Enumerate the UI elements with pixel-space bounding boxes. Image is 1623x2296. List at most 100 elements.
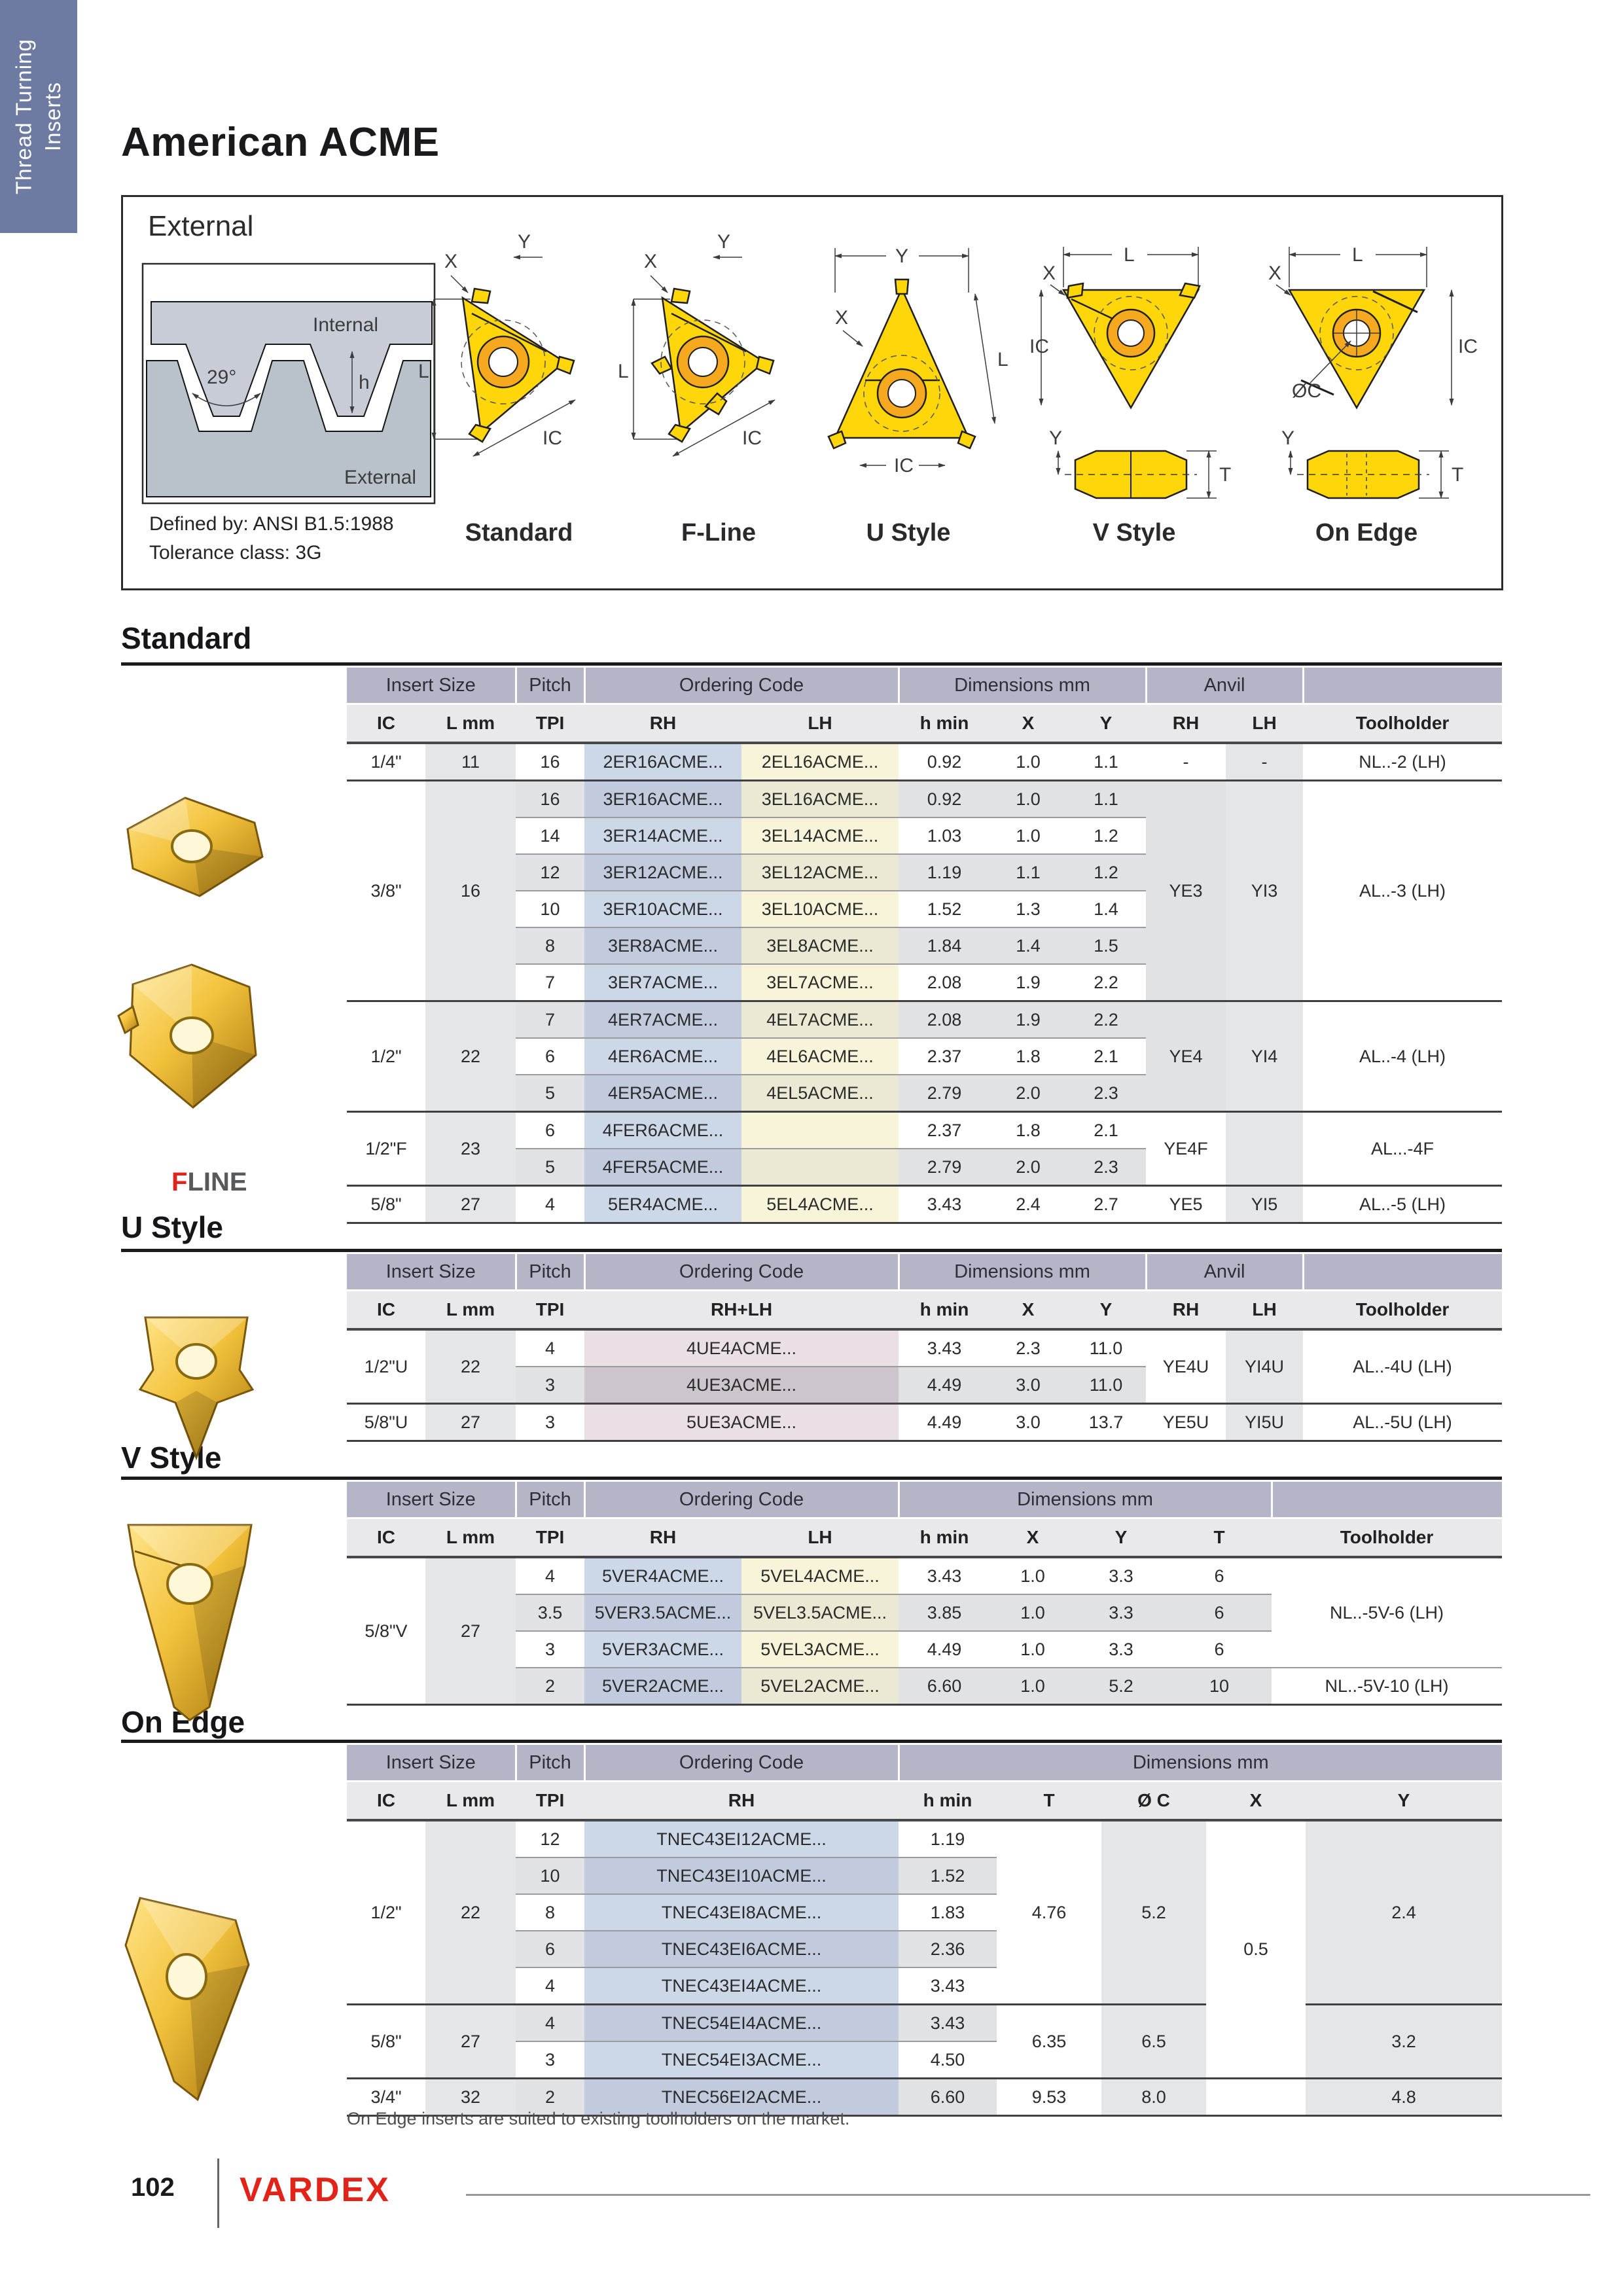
u-style-table: Insert Size Pitch Ordering Code Dimensions …: [347, 1254, 1503, 1442]
column-header: T: [997, 1781, 1101, 1821]
svg-text:Y: Y: [1281, 427, 1294, 449]
table-row: 5/8"V 27 4 5VER4ACME... 5VEL4ACME... 3.43 1.0 3…: [347, 1557, 1502, 1706]
standard-grid: Insert Size Pitch Ordering Code Dimensions …: [347, 668, 1503, 1224]
svg-text:X: X: [1268, 262, 1281, 284]
table-row: 3.5 5VER3.5ACME... 5VEL3.5ACME... 3.85 1.0 3.…: [347, 1594, 1502, 1632]
photo-u-style-insert: [138, 1316, 255, 1461]
table-cell: 5.2: [1075, 1668, 1167, 1706]
svg-text:T: T: [1219, 464, 1231, 486]
group-header: [1302, 1254, 1503, 1291]
group-header: Pitch: [514, 1254, 584, 1291]
table-cell: 2.0: [990, 1149, 1066, 1187]
table-cell: 3.43: [899, 1967, 997, 2005]
table-cell: 2.1: [1066, 1038, 1147, 1075]
table-row: 3 TNEC54EI3ACME... 4.50: [347, 2041, 1502, 2079]
table-cell: 10: [516, 1857, 584, 1895]
column-header: TPI: [516, 1290, 584, 1331]
table-cell: 3.0: [990, 1403, 1066, 1442]
table-cell: [1206, 2078, 1306, 2117]
table-cell: 1.0: [990, 743, 1066, 781]
table-cell: 2.3: [1066, 1149, 1147, 1187]
v-style-table: Insert Size Pitch Ordering Code Dimensions …: [347, 1482, 1502, 1706]
svg-text:X: X: [644, 251, 657, 272]
table-row: 6 TNEC43EI6ACME... 2.36: [347, 1931, 1502, 1968]
column-header: Y: [1075, 1518, 1167, 1558]
table-cell: 1.5: [1066, 927, 1147, 965]
table-cell: 1.0: [990, 1557, 1075, 1595]
column-header: Ø C: [1101, 1781, 1206, 1821]
table-cell: 6: [1167, 1594, 1272, 1632]
table-cell: [741, 1111, 899, 1149]
table-cell: YI4: [1226, 1001, 1304, 1113]
group-header: Dimensions mm: [897, 668, 1147, 705]
section-heading-u-style: U Style: [121, 1210, 223, 1244]
table-cell: 1.1: [1066, 780, 1147, 818]
section-rule: [121, 1477, 1502, 1480]
diagram-on-edge: L X IC ØC Y: [1255, 223, 1478, 521]
column-header: LH: [741, 704, 899, 744]
footer-divider: [217, 2159, 219, 2228]
table-cell: 1/2"F: [347, 1111, 425, 1187]
table-row: 8 3ER8ACME... 3EL8ACME... 1.84 1.4 1.5: [347, 927, 1502, 965]
column-header: TPI: [516, 1518, 584, 1558]
table-cell: YE4F: [1146, 1111, 1226, 1187]
group-header: Ordering Code: [583, 1254, 899, 1291]
photo-standard-insert: [126, 797, 264, 897]
table-cell: 7: [516, 1001, 584, 1039]
svg-text:L: L: [618, 361, 629, 382]
column-header: RH: [1146, 704, 1226, 744]
table-cell: 6: [516, 1931, 584, 1968]
table-cell: 4EL6ACME...: [741, 1038, 899, 1075]
table-row: 7 3ER7ACME... 3EL7ACME... 2.08 1.9 2.2: [347, 964, 1502, 1002]
section-rule: [121, 1249, 1502, 1252]
table-cell: 3.2: [1306, 2004, 1503, 2079]
table-cell: 3ER8ACME...: [584, 927, 741, 965]
table-cell: 2.0: [990, 1075, 1066, 1113]
table-cell: 4.49: [899, 1367, 990, 1405]
table-cell: 16: [516, 743, 584, 781]
svg-text:L: L: [418, 361, 429, 382]
table-cell: YE4U: [1146, 1329, 1226, 1405]
table-cell: 1.1: [990, 854, 1066, 891]
section-heading-standard: Standard: [121, 621, 252, 655]
table-cell: 1.52: [899, 891, 990, 928]
table-cell: 1.4: [1066, 891, 1147, 928]
table-cell: 1.4: [990, 927, 1066, 965]
column-header: Toolholder: [1303, 704, 1503, 744]
table-cell: TNEC54EI4ACME...: [584, 2004, 899, 2042]
table-cell: 4: [516, 1329, 584, 1367]
table-cell: 3: [516, 1403, 584, 1442]
table-row: 1/2"F 23 6 4FER6ACME... 2.37 1.8 2.1 YE4F AL...-…: [347, 1111, 1503, 1187]
group-header: Pitch: [514, 1482, 584, 1519]
table-cell: 3ER12ACME...: [584, 854, 741, 891]
table-cell: NL..-5V-6 (LH): [1272, 1557, 1502, 1668]
table-cell: 2: [516, 2078, 584, 2117]
table-cell: YE3: [1146, 780, 1226, 1002]
table-cell: 8.0: [1101, 2078, 1206, 2117]
table-cell: 1.3: [990, 891, 1066, 928]
table-cell: 5VER4ACME...: [584, 1557, 741, 1595]
table-cell: 4.8: [1306, 2078, 1503, 2117]
column-header: LH: [741, 1518, 899, 1558]
diagram-v-style: L X IC Y T: [1023, 223, 1245, 521]
table-cell: 27: [425, 1557, 516, 1706]
table-row: 5/8" 27 4 TNEC54EI4ACME... 3.43 6.35 6.5 3.2: [347, 2004, 1503, 2079]
column-header: IC: [347, 1781, 425, 1821]
table-cell: 22: [425, 1820, 516, 2005]
table-cell: 3.43: [899, 1185, 990, 1224]
table-cell: AL...-4F: [1303, 1111, 1503, 1187]
table-cell: TNEC43EI6ACME...: [584, 1931, 899, 1968]
column-header: LH: [1226, 704, 1304, 744]
table-cell: 5/8"V: [347, 1557, 425, 1706]
diagram-u-style: Y X L IC: [797, 228, 1020, 493]
column-header: Y: [1066, 704, 1147, 744]
column-header: L mm: [425, 704, 516, 744]
photo-v-style-insert: [127, 1524, 253, 1721]
table-cell: TNEC43EI4ACME...: [584, 1967, 899, 2005]
table-cell: 16: [425, 780, 516, 1002]
table-cell: 1/4": [347, 743, 425, 781]
thread-profile-diagram: 29° Internal External h: [141, 262, 436, 505]
column-header: Toolholder: [1272, 1518, 1502, 1558]
table-cell: 1.2: [1066, 854, 1147, 891]
table-cell: -: [1146, 743, 1226, 781]
